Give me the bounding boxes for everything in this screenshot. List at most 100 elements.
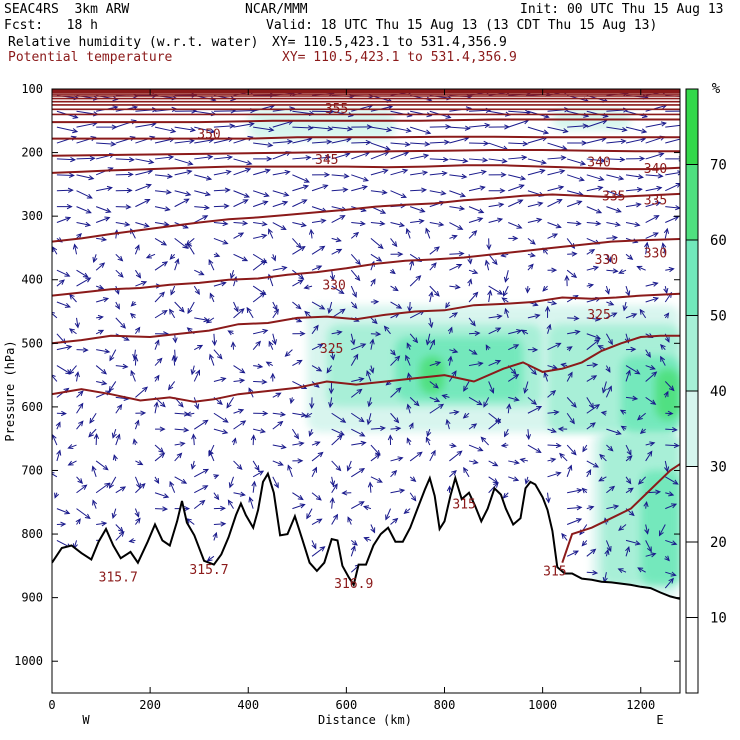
- wind-vector: [115, 530, 125, 541]
- wind-vector-head: [353, 231, 360, 238]
- wind-vector-head: [176, 452, 183, 459]
- wind-vector: [67, 444, 77, 450]
- wind-vector: [504, 307, 510, 319]
- wind-vector-head: [634, 221, 641, 227]
- wind-vector-head: [101, 521, 108, 527]
- wind-vector: [645, 281, 659, 287]
- wind-vector-shaft: [390, 427, 401, 430]
- wind-vector-head: [578, 176, 585, 182]
- wind-vector-head: [101, 236, 108, 242]
- wind-vector-head: [52, 311, 55, 317]
- wind-vector-shaft: [347, 460, 352, 471]
- wind-vector: [547, 233, 559, 239]
- wind-vector: [469, 140, 490, 146]
- wind-vector: [95, 206, 112, 213]
- wind-vector-shaft: [213, 349, 223, 359]
- wind-vector-shaft: [194, 206, 209, 209]
- wind-vector: [625, 187, 643, 193]
- wind-vector-shaft: [363, 506, 372, 510]
- wind-vector-head: [374, 453, 381, 459]
- wind-vector-head: [430, 449, 436, 456]
- wind-vector: [96, 297, 110, 303]
- wind-vector-head: [379, 425, 386, 431]
- wind-vector: [351, 377, 365, 383]
- wind-vector: [351, 220, 366, 227]
- wind-vector-head: [463, 385, 469, 392]
- wind-vector-head: [207, 154, 214, 160]
- wind-vector: [645, 121, 667, 128]
- wind-vector-head: [582, 123, 589, 129]
- wind-vector-head: [664, 466, 670, 473]
- wind-vector-shaft: [115, 317, 126, 329]
- wind-vector-shaft: [96, 237, 107, 241]
- wind-vector-head: [625, 546, 631, 553]
- wind-vector-shaft: [446, 419, 450, 430]
- wind-vector-shaft: [347, 517, 352, 525]
- wind-vector-head: [171, 354, 177, 361]
- wind-vector-head: [233, 306, 239, 313]
- wind-vector: [135, 410, 147, 416]
- wind-vector-shaft: [135, 184, 152, 192]
- wind-vector-shaft: [665, 183, 680, 192]
- wind-vector: [155, 506, 169, 512]
- wind-vector-head: [353, 353, 359, 360]
- wind-vector-shaft: [468, 124, 490, 128]
- wind-vector-shaft: [503, 285, 509, 297]
- wind-vector-shaft: [645, 396, 656, 405]
- wind-vector-head: [498, 202, 505, 208]
- wind-vector-shaft: [645, 451, 653, 462]
- wind-vector-shaft: [95, 217, 110, 223]
- wind-vector: [409, 275, 422, 287]
- wind-vector-shaft: [586, 404, 600, 414]
- wind-vector: [586, 460, 600, 468]
- wind-vector: [557, 426, 568, 432]
- wind-vector: [154, 374, 160, 382]
- wind-vector-shaft: [174, 198, 189, 208]
- x-tick-label: 1200: [626, 698, 655, 712]
- wind-vector: [331, 187, 349, 193]
- wind-vector-shaft: [174, 140, 194, 144]
- wind-vector-head: [608, 300, 615, 306]
- wind-vector: [567, 488, 583, 494]
- wind-vector: [311, 139, 333, 145]
- wind-vector: [445, 418, 451, 430]
- wind-vector-head: [163, 221, 170, 227]
- wind-vector-head: [118, 530, 125, 537]
- wind-vector-head: [428, 290, 434, 298]
- wind-vector-head: [134, 419, 140, 426]
- wind-vector-shaft: [292, 185, 309, 192]
- wind-vector: [169, 480, 176, 493]
- wind-vector-head: [91, 465, 97, 472]
- wind-vector: [154, 291, 165, 303]
- wind-vector-shaft: [527, 314, 540, 319]
- wind-vector-head: [441, 394, 448, 400]
- wind-vector-shaft: [567, 506, 582, 510]
- wind-vector-head: [250, 434, 257, 441]
- wind-vector-head: [316, 366, 323, 372]
- wind-vector: [665, 476, 679, 485]
- wind-vector: [503, 285, 509, 297]
- wind-vector-shaft: [76, 484, 87, 494]
- wind-vector-shaft: [429, 222, 444, 226]
- wind-vector: [130, 369, 136, 382]
- wind-vector-shaft: [547, 365, 558, 369]
- wind-vector-shaft: [390, 190, 407, 198]
- wind-vector: [350, 269, 361, 282]
- wind-vector-head: [351, 303, 358, 310]
- wind-vector-shaft: [92, 466, 97, 477]
- terrain: [52, 471, 680, 693]
- wind-vector: [468, 169, 487, 176]
- wind-vector-head: [445, 302, 451, 309]
- wind-vector-shaft: [194, 485, 208, 494]
- wind-vector-head: [604, 288, 610, 295]
- wind-vector-head: [340, 417, 347, 423]
- wind-vector: [134, 326, 141, 335]
- wind-vector: [347, 516, 353, 525]
- wind-vector: [190, 460, 196, 470]
- wind-vector-head: [300, 412, 307, 418]
- wind-vector-shaft: [350, 285, 357, 298]
- wind-vector-head: [643, 500, 649, 507]
- wind-vector-shaft: [115, 230, 118, 239]
- wind-vector-head: [281, 265, 288, 271]
- wind-vector: [92, 254, 98, 264]
